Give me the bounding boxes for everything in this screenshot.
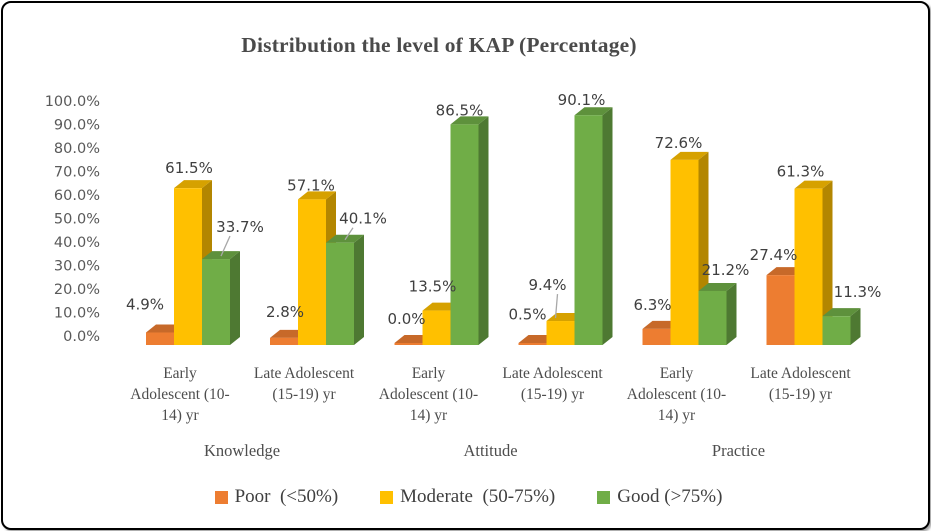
y-tick-label: 100.0% [45, 94, 100, 110]
bar-g0-good [202, 251, 240, 345]
bar-top-face [698, 282, 737, 291]
data-label: 72.6% [655, 134, 703, 152]
leader-line [554, 293, 559, 319]
x-axis-label: Late Adolescent (15-19) yr [750, 365, 851, 403]
legend-swatch-poor [214, 490, 228, 504]
bar-front-face [146, 332, 174, 345]
bar-side-face [354, 234, 364, 345]
bar-front-face [298, 199, 326, 345]
data-label: 61.5% [165, 159, 213, 177]
leader-line [220, 235, 231, 257]
category-label-knowledge: Knowledge [203, 441, 281, 460]
y-tick-label: 0.0% [63, 329, 100, 345]
y-tick-label: 10.0% [54, 306, 100, 322]
data-label: 2.8% [266, 303, 304, 321]
data-label: 90.1% [558, 91, 606, 109]
data-label: 33.7% [216, 218, 264, 236]
bar-top-face [174, 180, 212, 189]
y-tick-label: 50.0% [54, 212, 100, 228]
bar-front-face [394, 343, 423, 345]
x-axis-label: Late Adolescent (15-19) yr [253, 365, 355, 403]
bar-side-face [726, 282, 737, 345]
y-tick-label: 80.0% [54, 141, 100, 157]
x-axis-label: Late Adolescent (15-19) yr [502, 365, 603, 403]
bar-g4-good [698, 282, 737, 345]
data-label: 13.5% [409, 278, 457, 296]
bar-front-face [202, 259, 230, 345]
data-label: 4.9% [126, 296, 164, 314]
legend-swatch-moderate [380, 490, 394, 504]
leader-line [344, 227, 354, 241]
bar-side-face [822, 180, 833, 345]
data-label: 57.1% [287, 176, 335, 194]
data-label: 61.3% [777, 163, 825, 181]
bar-top-face [574, 107, 613, 116]
bar-front-face [698, 290, 727, 345]
y-tick-label: 60.0% [54, 188, 100, 204]
legend-item-good: Good (>75%) [597, 486, 722, 508]
category-label-practice: Practice [711, 441, 766, 460]
bar-side-face [478, 116, 489, 345]
y-tick-label: 20.0% [54, 282, 100, 298]
y-tick-label: 40.0% [54, 235, 100, 251]
y-tick-label: 70.0% [54, 165, 100, 181]
bar-g2-good [450, 116, 489, 345]
x-axis-label: Early Adolescent (10-14) yr [378, 365, 479, 424]
data-label: 0.5% [508, 306, 546, 324]
x-axis-label: Early Adolescent (10-14) yr [626, 365, 727, 424]
bar-front-face [670, 159, 699, 345]
bar-front-face [546, 321, 575, 345]
bar-side-face [850, 308, 861, 345]
bar-front-face [794, 188, 823, 345]
data-label: 9.4% [528, 276, 566, 294]
bar-front-face [270, 337, 298, 345]
x-axis-label: Early Adolescent (10-14) yr [130, 365, 230, 424]
bar-top-face [450, 116, 489, 125]
legend: Poor (<50%) Moderate (50-75%) Good (>75%… [3, 486, 928, 508]
bar-front-face [574, 115, 603, 346]
data-label: 27.4% [750, 246, 798, 264]
bar-front-face [174, 188, 202, 345]
plot-area: 0.0% 10.0% 20.0% 30.0% 40.0% 50.0% 60.0% 70.0% 8… [45, 91, 882, 346]
bar-front-face [422, 310, 451, 345]
bar-top-face [822, 308, 861, 317]
legend-label-poor: Poor (<50%) [234, 486, 339, 507]
data-label: 6.3% [633, 296, 671, 314]
bar-g1-good [326, 234, 364, 345]
bar-top-face [794, 180, 833, 189]
bar-front-face [822, 316, 851, 345]
data-label: 11.3% [834, 283, 882, 301]
bar-g5-moderate [794, 180, 833, 345]
bar-g3-good [574, 107, 613, 346]
bar-g5-good [822, 308, 861, 345]
bar-front-face [766, 275, 795, 345]
y-tick-label: 30.0% [54, 259, 100, 275]
data-label: 86.5% [436, 101, 484, 119]
data-label: 40.1% [339, 210, 387, 228]
chart-title: Distribution the level of KAP (Percentag… [241, 33, 637, 57]
y-tick-label: 90.0% [54, 118, 100, 134]
legend-swatch-good [597, 490, 611, 504]
legend-label-moderate: Moderate (50-75%) [400, 486, 556, 507]
data-label: 21.2% [702, 261, 750, 279]
bar-front-face [518, 343, 547, 345]
bar-side-face [602, 107, 613, 346]
bar-side-face [230, 251, 240, 345]
category-label-attitude: Attitude [463, 441, 518, 460]
bar-top-face [298, 191, 336, 200]
bar-front-face [642, 328, 671, 345]
legend-item-poor: Poor (<50%) [214, 486, 339, 508]
bar-front-face [450, 124, 479, 345]
bar-top-face [670, 151, 709, 160]
bar-front-face [326, 242, 354, 345]
legend-item-moderate: Moderate (50-75%) [380, 486, 555, 508]
legend-label-good: Good (>75%) [617, 486, 723, 507]
data-label: 0.0% [387, 310, 425, 328]
